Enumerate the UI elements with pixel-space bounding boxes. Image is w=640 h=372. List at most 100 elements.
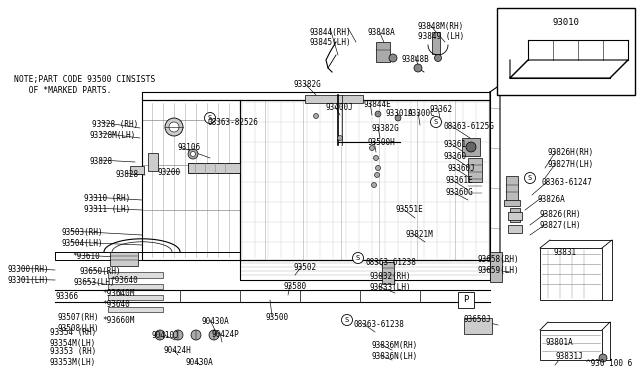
Text: 93360G: 93360G: [445, 188, 473, 197]
Text: 93502: 93502: [294, 263, 317, 272]
Text: 93827(LH): 93827(LH): [540, 221, 582, 230]
Text: 93845(LH): 93845(LH): [310, 38, 351, 47]
Text: 93826A: 93826A: [537, 195, 564, 204]
Text: 93659(LH): 93659(LH): [478, 266, 520, 275]
Circle shape: [191, 151, 195, 157]
Text: 90424H: 90424H: [163, 346, 191, 355]
Circle shape: [435, 55, 442, 61]
Text: NOTE;PART CODE 93500 CINSISTS: NOTE;PART CODE 93500 CINSISTS: [14, 75, 156, 84]
Text: 93503(RH): 93503(RH): [62, 228, 104, 237]
Circle shape: [599, 354, 607, 362]
Circle shape: [155, 330, 165, 340]
Text: 93658J: 93658J: [464, 315, 492, 324]
Bar: [504, 200, 520, 206]
Circle shape: [525, 173, 536, 183]
Text: 93826H(RH): 93826H(RH): [548, 148, 595, 157]
Text: 93828: 93828: [115, 170, 138, 179]
Bar: [382, 262, 394, 284]
Text: S: S: [345, 317, 349, 323]
Text: 93382G: 93382G: [372, 124, 400, 133]
Text: *93610: *93610: [72, 252, 100, 261]
Circle shape: [369, 145, 374, 151]
Bar: [110, 252, 138, 266]
Text: 93844E: 93844E: [363, 100, 391, 109]
Text: S: S: [356, 255, 360, 261]
Text: 93508(LH): 93508(LH): [58, 324, 100, 333]
Circle shape: [165, 118, 183, 136]
Bar: [540, 330, 602, 360]
Circle shape: [389, 54, 397, 62]
Text: 93821M: 93821M: [406, 230, 434, 239]
Circle shape: [353, 253, 364, 263]
Text: 93658(RH): 93658(RH): [478, 255, 520, 264]
Text: 93366: 93366: [56, 292, 79, 301]
Text: 93354M(LH): 93354M(LH): [50, 339, 96, 348]
Circle shape: [375, 111, 381, 117]
Bar: [464, 318, 492, 334]
Bar: [540, 248, 602, 300]
Text: ^930 100 6: ^930 100 6: [586, 359, 632, 368]
Text: 93200: 93200: [158, 168, 181, 177]
Circle shape: [395, 115, 401, 121]
Circle shape: [431, 116, 442, 128]
Bar: [108, 307, 163, 312]
Bar: [510, 208, 520, 222]
Circle shape: [188, 149, 198, 159]
Text: 93328M(LH): 93328M(LH): [90, 131, 136, 140]
Bar: [108, 295, 163, 300]
Text: 08363-61238: 08363-61238: [354, 320, 405, 329]
Bar: [130, 166, 144, 174]
Bar: [376, 42, 390, 62]
Text: 08363-6125G: 08363-6125G: [443, 122, 494, 131]
Bar: [458, 292, 474, 308]
Bar: [148, 153, 158, 171]
Text: 93353M(LH): 93353M(LH): [50, 358, 96, 367]
Text: 93500: 93500: [265, 313, 288, 322]
Bar: [188, 163, 240, 173]
Text: 93106: 93106: [178, 143, 201, 152]
Text: 93832(RH): 93832(RH): [370, 272, 412, 281]
Text: *93640: *93640: [110, 276, 138, 285]
Circle shape: [371, 183, 376, 187]
Circle shape: [337, 135, 342, 141]
Text: 93849 (LH): 93849 (LH): [418, 32, 464, 41]
Text: 93360J: 93360J: [447, 164, 475, 173]
Circle shape: [209, 330, 219, 340]
Text: 93361: 93361: [444, 140, 467, 149]
Text: 90430A: 90430A: [186, 358, 214, 367]
Text: 93848B: 93848B: [402, 55, 429, 64]
Text: 08363-82526: 08363-82526: [207, 118, 258, 127]
Circle shape: [466, 142, 476, 152]
Circle shape: [314, 113, 319, 119]
Text: 93826(RH): 93826(RH): [540, 210, 582, 219]
Text: 93361E: 93361E: [445, 176, 473, 185]
Bar: [508, 225, 522, 233]
Text: 93300(RH): 93300(RH): [8, 265, 50, 274]
Bar: [462, 138, 480, 156]
Bar: [108, 272, 163, 278]
Text: 93300C: 93300C: [408, 109, 436, 118]
Text: 93500H: 93500H: [367, 138, 395, 147]
Circle shape: [342, 314, 353, 326]
Text: 93301(LH): 93301(LH): [8, 276, 50, 285]
Text: 93354 (RH): 93354 (RH): [50, 328, 96, 337]
Text: 93551E: 93551E: [396, 205, 424, 214]
Bar: [490, 252, 502, 282]
Circle shape: [414, 64, 422, 72]
Text: 93836M(RH): 93836M(RH): [372, 341, 419, 350]
Text: 93836N(LH): 93836N(LH): [372, 352, 419, 361]
Text: 93848M(RH): 93848M(RH): [418, 22, 464, 31]
Text: 93504(LH): 93504(LH): [62, 239, 104, 248]
Text: 93400J: 93400J: [326, 103, 354, 112]
Text: S: S: [528, 175, 532, 181]
Circle shape: [376, 166, 381, 170]
Text: 93833(LH): 93833(LH): [370, 283, 412, 292]
Text: S: S: [208, 115, 212, 121]
Circle shape: [169, 122, 179, 132]
Text: 93301A: 93301A: [386, 109, 413, 118]
Text: 93650(RH): 93650(RH): [80, 267, 122, 276]
Bar: [468, 158, 482, 182]
Circle shape: [191, 330, 201, 340]
Text: *93640M: *93640M: [102, 289, 134, 298]
Text: 90430A: 90430A: [202, 317, 230, 326]
